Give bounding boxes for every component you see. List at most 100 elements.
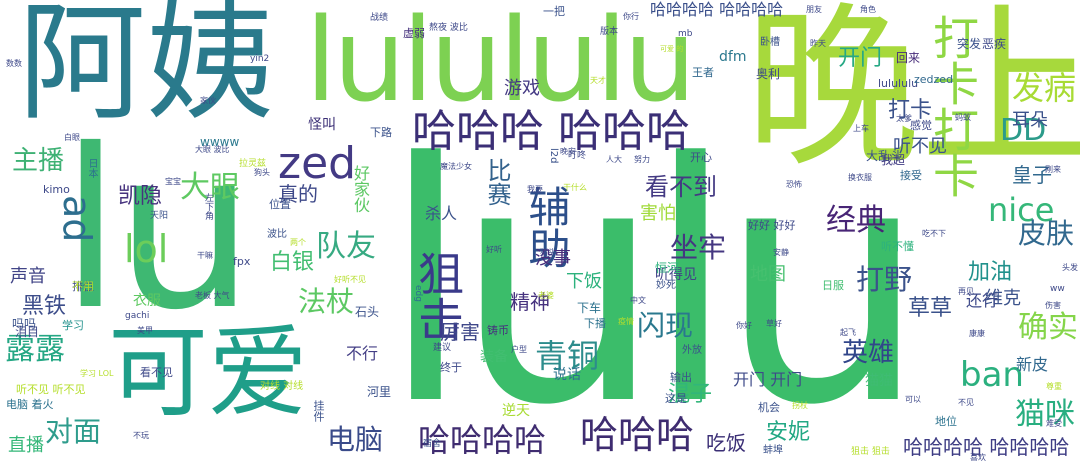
word-daye: 打野 — [856, 263, 913, 296]
word-tingbujian: 听不见 — [893, 136, 947, 157]
word-jingdian: 经典 — [826, 203, 886, 238]
word-qifei: 起飞 — [840, 328, 856, 337]
word-kangkang: 康康 — [969, 329, 985, 338]
word-waifang: 外放 — [682, 345, 702, 356]
word-xiache: 下车 — [577, 301, 602, 315]
word-aoye-bobi: 熬夜 波比 — [429, 23, 468, 33]
word-edg: edg — [413, 285, 423, 302]
word-jianyi: 建议 — [433, 343, 452, 353]
word-juji-pair: 狙击 狙击 — [851, 447, 890, 457]
word-aoli: 奥利 — [756, 67, 781, 81]
word-ayi: 阿姨 — [18, 0, 275, 138]
word-hahaha: 哈哈哈 — [580, 413, 695, 457]
word-zed: zed — [278, 138, 357, 189]
word-buyong: 不用 — [72, 280, 94, 293]
word-shuohua: 说话 — [553, 367, 581, 383]
word-haohao: 好好 好好 — [748, 219, 796, 232]
word-youxi: 游戏 — [504, 78, 540, 99]
word-tingbujian-pair: 听不见 听不见 — [16, 383, 86, 396]
word-hahaha-pair: 哈哈哈 哈哈哈 — [412, 106, 690, 157]
word-xuexi-lol: 学习 LOL — [80, 369, 114, 378]
word-juese: 角色 — [860, 5, 876, 14]
word-zaijian: 再见 — [958, 287, 974, 296]
word-nitian: 逆天 — [502, 403, 530, 419]
word-hunzi: 混子 — [668, 382, 713, 407]
word-wocao: 卧槽 — [760, 37, 780, 48]
word-lulululu: lulululu — [305, 0, 696, 128]
word-zuoxiajiao: 左下角 — [203, 193, 213, 220]
word-baiyan: 白眼 — [64, 133, 80, 142]
word-zhutou: 猪头 — [540, 248, 556, 257]
word-yiba: 一把 — [543, 5, 565, 18]
word-zhubi: 铸币 — [487, 324, 509, 337]
word-nuli: 努力 — [634, 155, 650, 164]
word-leimu: 泪目 — [15, 325, 40, 339]
word-maomao: 猫猫 — [865, 373, 893, 389]
word-xuexi: 学习 — [62, 319, 84, 332]
word-anni: 安妮 — [766, 420, 811, 445]
word-gachi: gachi — [125, 311, 150, 321]
word-l2d: l2d — [548, 148, 559, 164]
word-sharen: 杀人 — [425, 204, 458, 223]
word-ad: ad — [55, 195, 99, 243]
word-banben: 版本 — [600, 27, 619, 37]
word-lol: lol — [124, 227, 169, 271]
word-taidie: 太爹 — [896, 114, 912, 123]
word-jiayou: 加油 — [968, 260, 1013, 285]
word-bengbu: 蚌埠 — [763, 445, 783, 456]
word-laoban: 老板 大气 — [195, 291, 230, 300]
word-zhibo: 直播 — [8, 435, 44, 456]
word-fabing: 发病 — [1012, 69, 1077, 107]
word-heitie: 黑铁 — [22, 294, 67, 319]
word-zhuangbei: 装备 — [480, 349, 508, 365]
word-kanbujian: 看不见 — [140, 366, 173, 379]
word-haojiahuo: 好家伙 — [351, 165, 370, 213]
word-fuzhu: 辅助 — [522, 185, 571, 269]
word-yiqing: 疫情 — [618, 317, 634, 326]
word-kongbu: 恐怖 — [786, 180, 802, 189]
word-xiafan: 下饭 — [566, 271, 602, 292]
word-xinpi: 新皮 — [1016, 355, 1049, 374]
word-juji: 狙击 — [411, 250, 465, 342]
word-nanshou: 难受 — [1046, 419, 1062, 428]
word-kimo: kimo — [43, 183, 70, 196]
word-duiyou: 队友 — [316, 229, 376, 264]
word-tianyang: 天阳 — [150, 211, 169, 221]
word-mb: mb — [678, 29, 693, 39]
word-guaizhang: 拐杖 — [792, 401, 808, 410]
word-zheshi: 这是 — [665, 392, 687, 405]
word-wanan: 晚安 — [560, 147, 576, 156]
word-huanyifu: 换衣服 — [848, 173, 872, 182]
word-dayan-bobi: 大眼 波比 — [195, 145, 230, 154]
word-zuotian: 昨天 — [810, 39, 826, 48]
word-sushe: 宿舍 — [423, 439, 442, 449]
word-shanghai: 伤害 — [1045, 301, 1061, 310]
word-zhanji: 战绩 — [370, 13, 389, 23]
word-eji: 恶疾 — [982, 37, 1007, 51]
word-lulu: lulu — [380, 93, 928, 463]
word-jingshen: 精神 — [510, 290, 550, 314]
word-buxing: 不行 — [346, 344, 379, 363]
word-mama: 吗吗 — [12, 317, 37, 331]
word-wanshang: 晚上 — [745, 0, 1080, 191]
word-shuchu: 输出 — [670, 371, 692, 384]
word-xiabo: 下播 — [584, 317, 606, 330]
word-guaijiao: 怪叫 — [308, 117, 336, 133]
word-henghe: 恒河 — [655, 261, 680, 275]
word-shangche: 上车 — [853, 124, 869, 133]
word-zuolao: 坐牢 — [670, 231, 727, 264]
word-liangge: 两个 — [290, 238, 306, 247]
word-riben: 日本 — [86, 158, 97, 178]
word-tufa: 突发 — [957, 37, 982, 51]
word-lulululu-small: lulululu — [878, 77, 919, 90]
word-jieshou: 接受 — [900, 169, 922, 182]
word-zhende: 真的 — [278, 182, 318, 206]
word-tiancai: 天才 — [590, 76, 606, 85]
word-maomi: 猫咪 — [1015, 397, 1075, 432]
word-yifu: 衣服 — [133, 293, 161, 309]
word-keyi: 可以 — [905, 395, 921, 404]
word-laopo: 老婆 — [538, 291, 554, 300]
word-hahahaha-top: 哈哈哈哈 哈哈哈哈 — [650, 0, 784, 19]
word-ganshenme: 干什么 — [563, 183, 587, 192]
word-woyao: 我要 — [527, 185, 543, 194]
